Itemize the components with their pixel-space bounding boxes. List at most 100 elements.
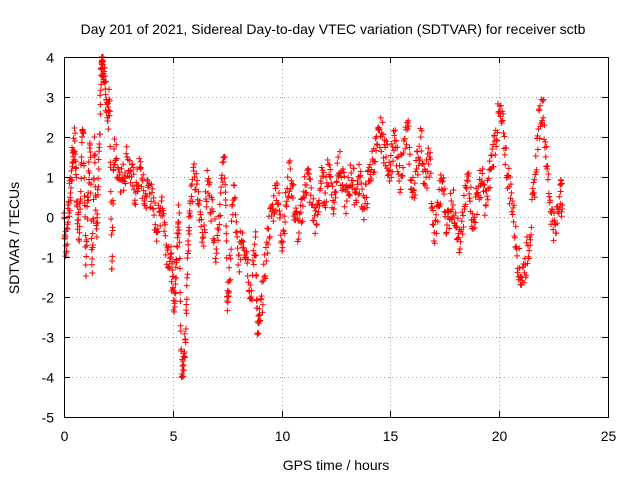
data-point-marker <box>544 176 551 183</box>
data-point-marker <box>263 257 270 264</box>
data-point-marker <box>182 339 189 346</box>
data-point-marker <box>449 206 456 213</box>
data-point-marker <box>196 197 203 204</box>
data-point-marker <box>489 146 496 153</box>
data-point-marker <box>127 179 134 186</box>
data-point-marker <box>272 207 279 214</box>
data-point-marker <box>67 190 74 196</box>
data-point-marker <box>318 164 325 171</box>
data-point-marker <box>521 279 528 286</box>
data-point-marker <box>417 134 424 140</box>
data-point-marker <box>100 58 107 65</box>
data-point-marker <box>316 202 323 209</box>
y-tick-label: 1 <box>46 170 54 186</box>
data-point-marker <box>129 161 136 168</box>
data-point-marker <box>198 216 205 223</box>
data-point-marker <box>88 261 95 268</box>
data-point-marker <box>77 206 84 213</box>
data-point-marker <box>356 190 363 197</box>
data-point-marker <box>310 217 317 224</box>
data-point-marker <box>279 238 286 245</box>
data-point-marker <box>550 237 557 244</box>
data-point-marker <box>81 162 88 169</box>
data-point-marker <box>359 186 366 193</box>
data-point-marker <box>449 214 456 221</box>
data-point-marker <box>397 186 404 193</box>
data-point-marker <box>332 194 339 201</box>
data-point-marker <box>215 226 222 233</box>
data-point-marker <box>531 190 538 196</box>
data-point-marker <box>500 130 507 136</box>
data-point-marker <box>78 139 85 146</box>
data-point-marker <box>318 180 325 187</box>
data-point-marker <box>410 174 417 181</box>
data-point-marker <box>287 166 294 172</box>
data-point-marker <box>541 136 548 143</box>
data-point-marker <box>108 216 115 223</box>
data-point-marker <box>365 167 372 174</box>
data-point-marker <box>224 298 231 304</box>
data-point-marker <box>176 255 183 262</box>
data-point-marker <box>161 221 168 228</box>
data-point-marker <box>431 240 438 247</box>
data-point-marker <box>87 190 94 197</box>
data-point-marker <box>474 211 481 218</box>
data-point-marker <box>105 107 112 114</box>
data-point-marker <box>426 174 433 181</box>
data-point-marker <box>78 175 85 182</box>
data-point-marker <box>68 177 75 184</box>
data-point-marker <box>228 218 235 225</box>
data-point-marker <box>245 256 252 263</box>
data-point-marker <box>179 358 186 365</box>
data-point-marker <box>175 202 182 209</box>
data-point-marker <box>91 134 98 140</box>
data-point-marker <box>427 156 434 163</box>
data-point-marker <box>425 160 432 167</box>
y-tick-label: 2 <box>46 130 54 146</box>
data-point-marker <box>118 165 125 172</box>
data-point-marker <box>334 160 341 167</box>
data-point-marker <box>83 242 90 249</box>
data-point-marker <box>532 153 539 160</box>
data-point-marker <box>226 278 233 284</box>
data-point-marker <box>143 205 150 212</box>
data-point-marker <box>336 148 343 155</box>
data-point-marker <box>511 234 518 241</box>
data-point-marker <box>485 175 492 182</box>
data-point-marker <box>183 310 190 317</box>
data-point-marker <box>502 161 509 168</box>
data-point-marker <box>243 250 250 256</box>
data-point-marker <box>178 346 185 353</box>
data-point-marker <box>72 151 79 158</box>
data-point-marker <box>105 104 112 111</box>
data-point-marker <box>255 330 262 337</box>
data-point-marker <box>140 171 147 178</box>
data-point-marker <box>294 215 301 222</box>
data-point-marker <box>80 130 87 136</box>
data-point-marker <box>87 149 94 156</box>
data-point-marker <box>171 298 178 304</box>
grid-lines <box>64 57 608 417</box>
data-point-marker <box>71 138 78 144</box>
data-point-marker <box>341 203 348 210</box>
data-point-marker <box>412 191 419 198</box>
data-point-marker <box>386 159 393 166</box>
data-point-marker <box>307 176 314 183</box>
data-point-marker <box>284 174 291 181</box>
data-point-marker <box>525 255 532 262</box>
data-point-marker <box>216 201 223 208</box>
data-point-marker <box>200 243 207 250</box>
data-point-marker <box>411 194 418 201</box>
data-point-marker <box>287 185 294 192</box>
data-point-marker <box>149 185 156 192</box>
data-point-marker <box>333 189 339 196</box>
data-point-marker <box>109 227 116 234</box>
data-point-marker <box>175 219 182 226</box>
data-point-marker <box>333 178 340 185</box>
data-point-marker <box>331 199 338 206</box>
data-point-marker <box>107 159 114 166</box>
data-point-marker <box>89 255 96 262</box>
data-point-marker <box>443 222 450 228</box>
data-point-marker <box>550 226 557 233</box>
data-point-marker <box>501 151 508 158</box>
